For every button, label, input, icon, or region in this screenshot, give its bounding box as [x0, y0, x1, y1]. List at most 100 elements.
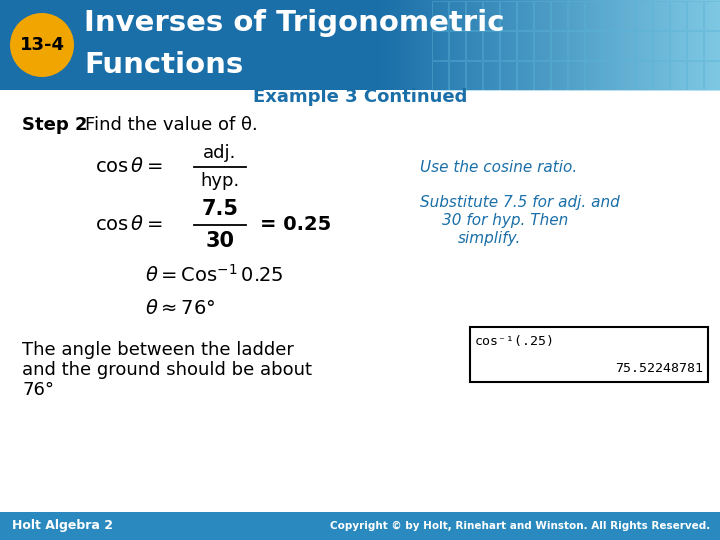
- Bar: [634, 0, 636, 90]
- Bar: [450, 0, 452, 90]
- Text: Use the cosine ratio.: Use the cosine ratio.: [420, 159, 577, 174]
- Bar: [694, 0, 696, 90]
- Bar: [616, 0, 618, 90]
- Bar: [388, 0, 390, 90]
- Bar: [698, 0, 699, 90]
- Bar: [693, 0, 695, 90]
- Bar: [578, 0, 580, 90]
- Bar: [572, 0, 574, 90]
- Bar: [612, 0, 614, 90]
- Bar: [636, 61, 652, 90]
- Bar: [687, 31, 703, 60]
- Bar: [430, 0, 432, 90]
- Bar: [515, 0, 517, 90]
- Bar: [517, 31, 533, 60]
- Bar: [438, 0, 440, 90]
- Bar: [462, 0, 464, 90]
- Bar: [568, 61, 584, 90]
- Bar: [505, 0, 507, 90]
- Bar: [501, 0, 503, 90]
- Bar: [406, 0, 408, 90]
- Bar: [661, 0, 663, 90]
- Bar: [558, 0, 560, 90]
- Bar: [381, 0, 383, 90]
- Bar: [522, 0, 523, 90]
- Bar: [384, 0, 387, 90]
- Bar: [670, 31, 686, 60]
- Bar: [686, 0, 688, 90]
- Bar: [532, 0, 534, 90]
- Bar: [525, 0, 527, 90]
- Bar: [557, 0, 559, 90]
- Bar: [585, 31, 601, 60]
- Bar: [467, 0, 469, 90]
- Bar: [585, 61, 601, 90]
- Bar: [665, 0, 667, 90]
- Bar: [712, 0, 714, 90]
- Bar: [657, 0, 660, 90]
- Bar: [479, 0, 481, 90]
- Bar: [626, 0, 628, 90]
- Bar: [517, 1, 533, 30]
- Bar: [559, 0, 561, 90]
- Bar: [619, 31, 635, 60]
- Bar: [627, 0, 629, 90]
- Bar: [509, 0, 511, 90]
- Bar: [562, 0, 564, 90]
- Bar: [652, 0, 654, 90]
- Bar: [551, 61, 567, 90]
- Bar: [706, 0, 708, 90]
- Bar: [534, 31, 550, 60]
- Bar: [466, 31, 482, 60]
- Bar: [564, 0, 567, 90]
- Bar: [607, 0, 609, 90]
- Bar: [653, 1, 669, 30]
- Bar: [690, 0, 693, 90]
- Bar: [673, 0, 675, 90]
- Bar: [635, 0, 637, 90]
- Bar: [554, 0, 556, 90]
- Bar: [380, 0, 382, 90]
- Bar: [663, 0, 665, 90]
- Bar: [718, 0, 720, 90]
- Bar: [665, 0, 667, 90]
- Bar: [687, 1, 703, 30]
- Bar: [685, 0, 687, 90]
- Bar: [596, 0, 598, 90]
- Text: Functions: Functions: [84, 51, 243, 79]
- Bar: [714, 0, 716, 90]
- Bar: [636, 31, 652, 60]
- Bar: [477, 0, 479, 90]
- Text: 30: 30: [205, 231, 235, 251]
- Bar: [395, 0, 397, 90]
- Bar: [483, 0, 485, 90]
- Bar: [698, 0, 701, 90]
- Bar: [446, 0, 448, 90]
- Bar: [490, 0, 492, 90]
- Bar: [719, 0, 720, 90]
- Bar: [580, 0, 582, 90]
- Bar: [704, 0, 706, 90]
- Bar: [613, 0, 616, 90]
- Bar: [645, 0, 647, 90]
- Bar: [594, 0, 596, 90]
- Bar: [706, 0, 707, 90]
- Text: 30 for hyp. Then: 30 for hyp. Then: [442, 213, 568, 227]
- Bar: [653, 0, 655, 90]
- Bar: [653, 31, 669, 60]
- Bar: [510, 0, 513, 90]
- Bar: [472, 0, 474, 90]
- Bar: [461, 0, 463, 90]
- Bar: [647, 0, 649, 90]
- Bar: [692, 0, 694, 90]
- Text: hyp.: hyp.: [200, 172, 240, 190]
- Bar: [483, 31, 499, 60]
- Bar: [644, 0, 647, 90]
- Bar: [687, 0, 689, 90]
- Bar: [695, 0, 697, 90]
- Bar: [447, 0, 449, 90]
- Bar: [428, 0, 431, 90]
- Bar: [536, 0, 539, 90]
- Bar: [477, 0, 480, 90]
- Bar: [636, 1, 652, 30]
